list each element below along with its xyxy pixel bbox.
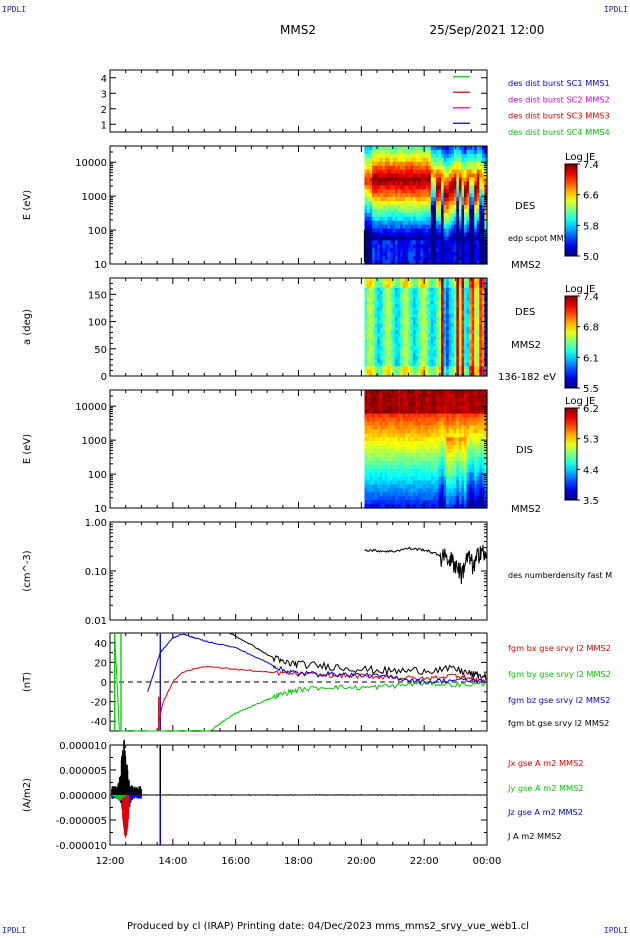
des-energy-spectrogram [364, 146, 487, 265]
corner-label-top-right: IPDLI [604, 5, 628, 14]
density-y-label: (cm^-3) [22, 550, 33, 591]
y-tick-label: 150 [88, 290, 107, 301]
des-pitch-y-label: a (deg) [22, 309, 33, 345]
panel-frame-4 [110, 522, 487, 620]
y-tick-label: 1.00 [85, 518, 107, 529]
corner-label-bottom-left: IPDLI [2, 926, 26, 934]
y-tick-label: 1 [101, 120, 107, 131]
legend-entry-2: des dist burst SC2 MMS2 [508, 94, 610, 104]
y-tick-label: 10 [94, 504, 107, 515]
colorbar-tick-label: 4.4 [583, 465, 599, 476]
panels-layer: 4 3 2 1 des dist burst SC1 MMS1 des dist burs… [22, 70, 612, 867]
bfield-legend-2: fgm bz gse srvy l2 MMS2 [508, 695, 610, 705]
bfield-series-0 [159, 666, 486, 721]
colorbar-tick-label: 5.5 [583, 384, 599, 395]
y-tick-label: 20 [94, 658, 107, 669]
y-tick-label: 3 [101, 89, 107, 100]
y-tick-label: 50 [94, 345, 107, 356]
corner-label-bottom-right: IPDLI [604, 926, 628, 934]
colorbar-tick-label: 5.0 [583, 252, 599, 263]
bfield-legend-1: fgm by gse srvy l2 MMS2 [508, 669, 611, 679]
y-tick-label: -20 [91, 698, 107, 709]
dis-energy-sc-label: MMS2 [511, 504, 541, 515]
des-energy-sc-label: MMS2 [511, 260, 541, 271]
bfield-legend-0: fgm bx gse srvy l2 MMS2 [508, 643, 611, 653]
des-pitch-spectrogram [364, 278, 487, 377]
y-tick-label: 0.10 [85, 567, 107, 578]
y-tick-label: 100 [88, 318, 107, 329]
colorbar-2 [565, 296, 577, 388]
y-tick-label: 1000 [82, 192, 107, 203]
colorbar-tick-label: 6.6 [583, 191, 599, 202]
colorbar-3 [565, 408, 577, 500]
panel-frame-0 [110, 70, 487, 132]
y-tick-label: 2 [101, 105, 107, 116]
y-tick-label: 40 [94, 639, 107, 650]
colorbar-tick-label: 3.5 [583, 496, 599, 507]
y-tick-label: 10000 [75, 158, 107, 169]
corner-label-top-left: IPDLI [2, 5, 26, 14]
datetime-title: 25/Sep/2021 12:00 [430, 23, 545, 37]
legend-entry-4: des dist burst SC4 MMS4 [508, 127, 610, 137]
legend-entry-3: des dist burst SC3 MMS3 [508, 111, 610, 121]
y-tick-label: 0 [101, 372, 107, 383]
des-pitch-side-label: DES [515, 307, 535, 318]
density-series [365, 545, 487, 584]
footer-text: Produced by cl (IRAP) Printing date: 04/… [127, 921, 529, 932]
colorbar-tick-label: 5.8 [583, 221, 599, 232]
dis-energy-y-label: E (eV) [22, 434, 33, 464]
dis-energy-spectrogram [364, 390, 487, 509]
spacecraft-title: MMS2 [280, 23, 316, 37]
y-tick-label: 1000 [82, 436, 107, 447]
y-tick-label: 0 [101, 678, 107, 689]
colorbar-tick-label: 6.2 [583, 404, 599, 415]
bfield-legend-3: fgm bt gse srvy l2 MMS2 [508, 718, 609, 728]
des-energy-y-label: E (eV) [22, 190, 33, 220]
colorbar-tick-label: 7.4 [583, 292, 599, 303]
density-series-label: des numberdensity fast M [508, 571, 612, 580]
des-energy-scpot-label: edp scpot MMS2 [508, 234, 574, 243]
y-tick-label: 4 [101, 74, 107, 85]
legend-entry-1: des dist burst SC1 MMS1 [508, 78, 610, 88]
des-pitch-energy-label: 136-182 eV [498, 372, 556, 383]
colorbar-tick-label: 5.3 [583, 435, 599, 446]
y-tick-label: 0.01 [85, 616, 107, 627]
y-tick-label: -40 [91, 717, 107, 728]
des-pitch-sc-label: MMS2 [511, 340, 541, 351]
colorbar-tick-label: 7.4 [583, 160, 599, 171]
bfield-series-1 [115, 635, 485, 731]
colorbar-tick-label: 6.1 [583, 353, 599, 364]
y-tick-label: 10 [94, 260, 107, 271]
dis-energy-side-label: DIS [516, 445, 533, 456]
y-tick-label: 100 [88, 226, 107, 237]
colorbar-tick-label: 6.8 [583, 323, 599, 334]
des-energy-side-label: DES [515, 201, 535, 212]
colorbar-1 [565, 164, 577, 256]
bfield-y-label: (nT) [22, 672, 33, 692]
y-tick-label: 100 [88, 470, 107, 481]
y-tick-label: 10000 [75, 402, 107, 413]
